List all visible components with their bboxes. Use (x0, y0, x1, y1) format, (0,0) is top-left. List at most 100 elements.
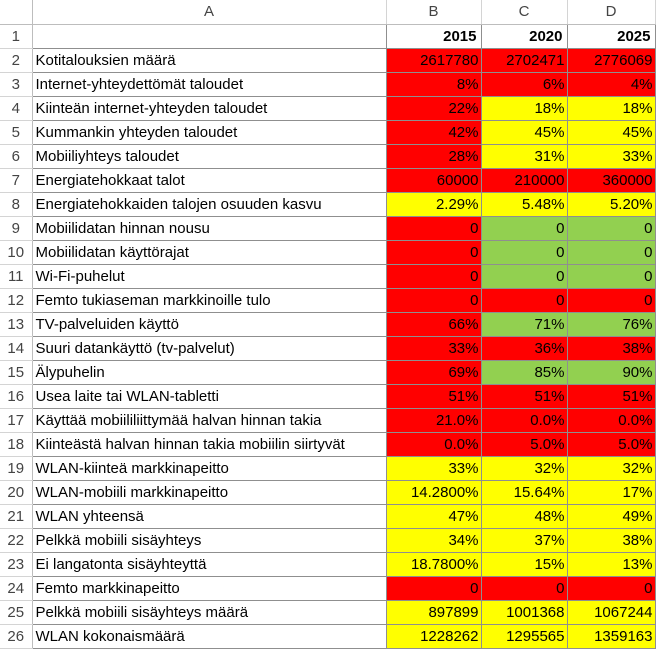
cell-value-2015[interactable]: 8% (386, 72, 482, 97)
cell-value-2020[interactable]: 36% (481, 336, 568, 361)
cell-label[interactable]: WLAN yhteensä (32, 504, 387, 529)
cell-value-2015[interactable]: 2617780 (386, 48, 482, 73)
cell-value-2025[interactable]: 1359163 (567, 624, 656, 649)
cell-value-2020[interactable]: 0 (481, 264, 568, 289)
cell-value-2020[interactable]: 0 (481, 288, 568, 313)
cell-value-2015[interactable]: 47% (386, 504, 482, 529)
cell-value-2015[interactable]: 897899 (386, 600, 482, 625)
cell-value-2025[interactable]: 1067244 (567, 600, 656, 625)
row-header[interactable]: 5 (0, 120, 33, 145)
cell-label[interactable]: WLAN-mobiili markkinapeitto (32, 480, 387, 505)
row-header[interactable]: 11 (0, 264, 33, 289)
row-header[interactable]: 19 (0, 456, 33, 481)
cell-label[interactable]: Mobiiliyhteys taloudet (32, 144, 387, 169)
row-header[interactable]: 7 (0, 168, 33, 193)
year-header-2015[interactable]: 2015 (386, 24, 482, 49)
cell-value-2015[interactable]: 34% (386, 528, 482, 553)
cell-value-2020[interactable]: 37% (481, 528, 568, 553)
cell-value-2020[interactable]: 0 (481, 240, 568, 265)
cell-value-2015[interactable]: 0.0% (386, 432, 482, 457)
cell-value-2015[interactable]: 2.29% (386, 192, 482, 217)
cell-value-2015[interactable]: 0 (386, 216, 482, 241)
cell-label[interactable]: Ei langatonta sisäyhteyttä (32, 552, 387, 577)
row-header[interactable]: 10 (0, 240, 33, 265)
cell-value-2015[interactable]: 69% (386, 360, 482, 385)
cell-value-2015[interactable]: 0 (386, 240, 482, 265)
row-header[interactable]: 14 (0, 336, 33, 361)
cell-label[interactable]: TV-palveluiden käyttö (32, 312, 387, 337)
row-header[interactable]: 25 (0, 600, 33, 625)
column-header-a[interactable]: A (32, 0, 387, 25)
cell-value-2020[interactable]: 5.0% (481, 432, 568, 457)
column-header-b[interactable]: B (386, 0, 482, 25)
cell-value-2020[interactable]: 32% (481, 456, 568, 481)
cell-value-2025[interactable]: 33% (567, 144, 656, 169)
cell-value-2015[interactable]: 14.2800% (386, 480, 482, 505)
cell-value-2025[interactable]: 0 (567, 216, 656, 241)
cell-label[interactable]: Mobiilidatan hinnan nousu (32, 216, 387, 241)
row-header[interactable]: 18 (0, 432, 33, 457)
cell-value-2025[interactable]: 0 (567, 576, 656, 601)
cell-label[interactable]: Kummankin yhteyden taloudet (32, 120, 387, 145)
cell-value-2020[interactable]: 1001368 (481, 600, 568, 625)
cell-value-2015[interactable]: 28% (386, 144, 482, 169)
cell-value-2025[interactable]: 49% (567, 504, 656, 529)
cell-value-2025[interactable]: 0 (567, 240, 656, 265)
cell-label[interactable]: Suuri datankäyttö (tv-palvelut) (32, 336, 387, 361)
cell-label[interactable]: Pelkkä mobiili sisäyhteys (32, 528, 387, 553)
cell-value-2025[interactable]: 5.0% (567, 432, 656, 457)
cell-label[interactable]: Mobiilidatan käyttörajat (32, 240, 387, 265)
row-header[interactable]: 21 (0, 504, 33, 529)
cell-value-2025[interactable]: 4% (567, 72, 656, 97)
cell-value-2025[interactable]: 2776069 (567, 48, 656, 73)
cell-label[interactable]: Kiinteän internet-yhteyden taloudet (32, 96, 387, 121)
cell-label[interactable]: Kotitalouksien määrä (32, 48, 387, 73)
cell-value-2020[interactable]: 18% (481, 96, 568, 121)
cell-value-2020[interactable]: 1295565 (481, 624, 568, 649)
cell-value-2020[interactable]: 15.64% (481, 480, 568, 505)
cell-value-2020[interactable]: 15% (481, 552, 568, 577)
cell-value-2020[interactable]: 0 (481, 216, 568, 241)
cell-value-2020[interactable]: 5.48% (481, 192, 568, 217)
cell-value-2025[interactable]: 90% (567, 360, 656, 385)
cell-value-2025[interactable]: 38% (567, 528, 656, 553)
cell-value-2025[interactable]: 0 (567, 288, 656, 313)
cell-value-2015[interactable]: 33% (386, 336, 482, 361)
cell-label[interactable]: Internet-yhteydettömät taloudet (32, 72, 387, 97)
cell-label[interactable] (32, 24, 387, 49)
row-header[interactable]: 17 (0, 408, 33, 433)
cell-value-2020[interactable]: 85% (481, 360, 568, 385)
row-header[interactable]: 23 (0, 552, 33, 577)
row-header[interactable]: 16 (0, 384, 33, 409)
cell-value-2020[interactable]: 31% (481, 144, 568, 169)
cell-value-2015[interactable]: 33% (386, 456, 482, 481)
cell-label[interactable]: Älypuhelin (32, 360, 387, 385)
cell-value-2015[interactable]: 0 (386, 288, 482, 313)
cell-value-2025[interactable]: 38% (567, 336, 656, 361)
cell-label[interactable]: WLAN kokonaismäärä (32, 624, 387, 649)
row-header[interactable]: 13 (0, 312, 33, 337)
row-header[interactable]: 8 (0, 192, 33, 217)
cell-value-2025[interactable]: 51% (567, 384, 656, 409)
cell-value-2015[interactable]: 42% (386, 120, 482, 145)
cell-value-2015[interactable]: 51% (386, 384, 482, 409)
year-header-2020[interactable]: 2020 (481, 24, 568, 49)
column-header-d[interactable]: D (567, 0, 656, 25)
cell-label[interactable]: Usea laite tai WLAN-tabletti (32, 384, 387, 409)
cell-value-2020[interactable]: 51% (481, 384, 568, 409)
cell-value-2025[interactable]: 18% (567, 96, 656, 121)
row-header[interactable]: 3 (0, 72, 33, 97)
cell-label[interactable]: Pelkkä mobiili sisäyhteys määrä (32, 600, 387, 625)
cell-value-2015[interactable]: 60000 (386, 168, 482, 193)
select-all-corner[interactable] (0, 0, 33, 25)
cell-value-2020[interactable]: 2702471 (481, 48, 568, 73)
column-header-c[interactable]: C (481, 0, 568, 25)
cell-value-2025[interactable]: 0 (567, 264, 656, 289)
cell-value-2025[interactable]: 5.20% (567, 192, 656, 217)
cell-value-2015[interactable]: 0 (386, 264, 482, 289)
row-header[interactable]: 12 (0, 288, 33, 313)
cell-label[interactable]: Energiatehokkaat talot (32, 168, 387, 193)
cell-value-2015[interactable]: 1228262 (386, 624, 482, 649)
cell-value-2025[interactable]: 45% (567, 120, 656, 145)
row-header[interactable]: 20 (0, 480, 33, 505)
